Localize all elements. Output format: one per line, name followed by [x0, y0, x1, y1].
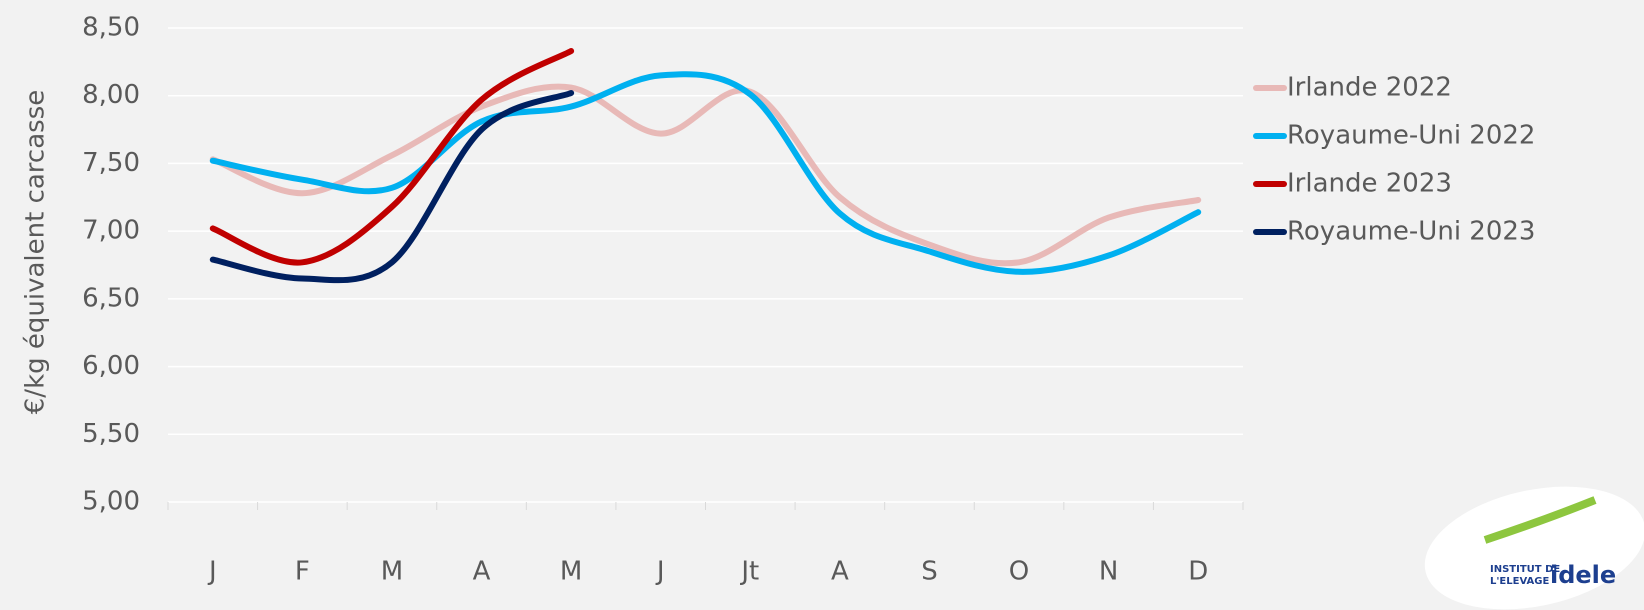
legend-label: Royaume-Uni 2022: [1287, 121, 1535, 151]
y-tick-label: 6,00: [82, 351, 140, 381]
y-tick-label: 5,50: [82, 419, 140, 449]
series-line: [209, 83, 1202, 267]
x-tick-label: O: [1009, 557, 1029, 587]
logo-brand: idele: [1550, 561, 1616, 589]
series-line: [209, 71, 1202, 275]
logo-text: L'ELEVAGE: [1490, 576, 1549, 587]
series-line: [209, 48, 575, 266]
x-tick-label: F: [295, 557, 310, 587]
x-tick-label: N: [1099, 557, 1118, 587]
x-tick-label: S: [921, 557, 938, 587]
y-tick-label: 7,00: [82, 216, 140, 246]
x-tick-label: M: [560, 557, 582, 587]
y-tick-label: 5,00: [82, 487, 140, 517]
y-tick-label: 6,50: [82, 283, 140, 313]
legend-label: Irlande 2023: [1287, 169, 1452, 199]
x-tick-label: Jt: [739, 557, 759, 587]
logo-swoosh: [1483, 496, 1597, 544]
y-tick-label: 8,50: [82, 13, 140, 43]
y-axis-title: €/kg équivalent carcasse: [21, 90, 51, 414]
logo-badge: [1424, 486, 1644, 610]
x-tick-label: J: [655, 557, 665, 587]
x-tick-label: A: [473, 557, 491, 587]
series-line: [209, 90, 575, 284]
legend-label: Royaume-Uni 2023: [1287, 217, 1535, 247]
x-tick-label: D: [1188, 557, 1208, 587]
x-tick-label: M: [381, 557, 403, 587]
y-tick-label: 8,00: [82, 80, 140, 110]
x-tick-label: J: [207, 557, 217, 587]
y-tick-label: 7,50: [82, 148, 140, 178]
logo: INSTITUT DE L'ELEVAGE idele: [1424, 486, 1644, 610]
x-tick-label: A: [831, 557, 849, 587]
logo-text: INSTITUT DE: [1490, 564, 1560, 575]
legend-label: Irlande 2022: [1287, 73, 1452, 103]
